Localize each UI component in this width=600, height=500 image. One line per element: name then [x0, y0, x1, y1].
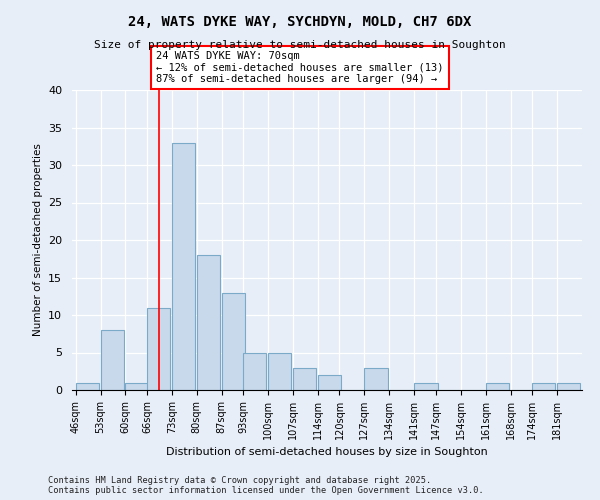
Bar — [101, 330, 124, 390]
Y-axis label: Number of semi-detached properties: Number of semi-detached properties — [32, 144, 43, 336]
Bar — [197, 255, 220, 390]
Text: 24, WATS DYKE WAY, SYCHDYN, MOLD, CH7 6DX: 24, WATS DYKE WAY, SYCHDYN, MOLD, CH7 6D… — [128, 15, 472, 29]
Text: Contains HM Land Registry data © Crown copyright and database right 2025.
Contai: Contains HM Land Registry data © Crown c… — [48, 476, 484, 495]
Text: 24 WATS DYKE WAY: 70sqm
← 12% of semi-detached houses are smaller (13)
87% of se: 24 WATS DYKE WAY: 70sqm ← 12% of semi-de… — [156, 51, 443, 84]
Bar — [364, 368, 388, 390]
Bar — [243, 352, 266, 390]
Bar — [415, 382, 437, 390]
Bar — [557, 382, 580, 390]
Bar — [125, 382, 149, 390]
Bar — [222, 292, 245, 390]
Bar — [172, 142, 195, 390]
Bar — [268, 352, 292, 390]
Bar — [76, 382, 99, 390]
Text: Size of property relative to semi-detached houses in Soughton: Size of property relative to semi-detach… — [94, 40, 506, 50]
Bar — [147, 308, 170, 390]
Bar — [486, 382, 509, 390]
X-axis label: Distribution of semi-detached houses by size in Soughton: Distribution of semi-detached houses by … — [166, 448, 488, 458]
Bar — [532, 382, 555, 390]
Bar — [318, 375, 341, 390]
Bar — [293, 368, 316, 390]
